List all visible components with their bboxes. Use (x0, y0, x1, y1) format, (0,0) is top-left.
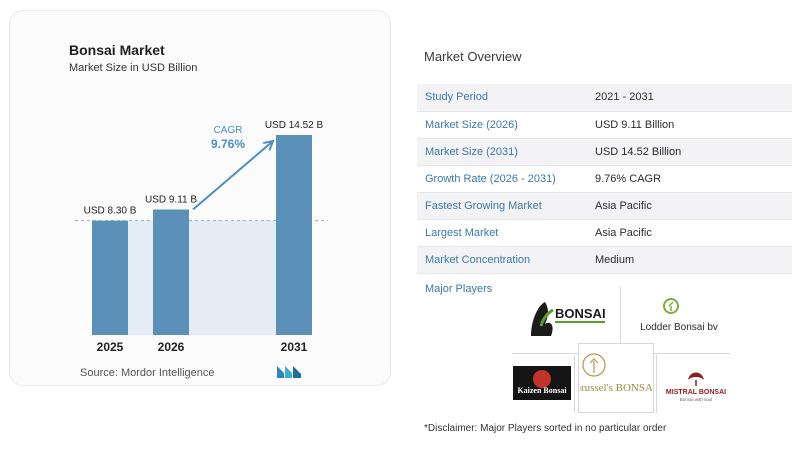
svg-text:brussel's BONSAI: brussel's BONSAI (580, 382, 652, 394)
lodder-bonsai-logo: Lodder Bonsai bv (628, 289, 730, 347)
overview-row: Market Concentration Medium (417, 246, 792, 274)
svg-text:MISTRAL BONSAI: MISTRAL BONSAI (666, 389, 726, 396)
overview-row: Market Size (2026) USD 9.11 Billion (417, 111, 792, 139)
bar-2026 (153, 209, 189, 335)
overview-row: Growth Rate (2026 - 2031) 9.76% CAGR (417, 165, 792, 193)
overview-row-label: Market Concentration (417, 246, 587, 274)
market-overview-table: Study Period 2021 - 2031 Market Size (2026… (417, 84, 792, 274)
overview-row-value: 9.76% CAGR (587, 165, 792, 193)
x-tick-label: 2026 (158, 340, 185, 354)
cagr-label: CAGR (214, 125, 243, 136)
brussels-bonsai-logo: brussel's BONSAI (578, 343, 654, 413)
overview-row-value: Medium (587, 246, 792, 274)
x-tick-label: 2025 (97, 340, 124, 354)
svg-text:BONSAI NETWORK: BONSAI NETWORK (555, 306, 607, 321)
overview-row-value: Asia Pacific (587, 219, 792, 247)
svg-text:Kaizen Bonsai: Kaizen Bonsai (517, 386, 567, 395)
bonsai-network-logo: BONSAI NETWORK (522, 289, 612, 347)
bar-2025 (92, 220, 128, 335)
mordor-logo-icon (277, 366, 301, 378)
bar-value-label: USD 8.30 B (84, 206, 137, 217)
overview-row-label: Fastest Growing Market (417, 192, 587, 220)
cagr-arrow-line (192, 140, 274, 211)
chart-title: Bonsai Market (69, 42, 165, 58)
mistral-bonsai-logo: MISTRAL BONSAI Bonsai with soul (660, 365, 732, 405)
overview-row-value: Asia Pacific (587, 192, 792, 220)
overview-row: Study Period 2021 - 2031 (417, 84, 792, 112)
svg-text:Bonsai with soul: Bonsai with soul (680, 397, 713, 402)
overview-row-value: USD 9.11 Billion (587, 111, 792, 139)
source-note: Source: Mordor Intelligence (80, 367, 215, 379)
overview-row-label: Growth Rate (2026 - 2031) (417, 165, 587, 193)
chart-subtitle: Market Size in USD Billion (69, 62, 198, 74)
market-overview-title: Market Overview (424, 49, 522, 64)
overview-row-value: 2021 - 2031 (587, 84, 792, 112)
cagr-value: 9.76% (211, 137, 245, 151)
svg-text:Lodder Bonsai bv: Lodder Bonsai bv (640, 322, 718, 333)
overview-row: Largest Market Asia Pacific (417, 219, 792, 247)
overview-row: Market Size (2031) USD 14.52 Billion (417, 138, 792, 166)
major-players-logos: BONSAI NETWORK Lodder Bonsai bv Kaizen B… (510, 283, 732, 415)
major-players-label: Major Players (425, 283, 493, 295)
bar-value-label: USD 9.11 B (145, 195, 197, 206)
overview-row: Fastest Growing Market Asia Pacific (417, 192, 792, 220)
bar-value-label: USD 14.52 B (265, 120, 324, 131)
kaizen-bonsai-logo: Kaizen Bonsai (512, 365, 572, 401)
overview-row-label: Market Size (2026) (417, 111, 587, 139)
overview-row-label: Market Size (2031) (417, 138, 587, 166)
disclaimer-note: *Disclaimer: Major Players sorted in no … (424, 423, 667, 434)
x-tick-label: 2031 (281, 340, 308, 354)
cagr-arrow-head (263, 139, 275, 151)
bar-chart: USD 8.30 B 2025 USD 9.11 B 2026 USD 14.52 B 2… (75, 120, 328, 354)
overview-row-label: Study Period (417, 84, 587, 112)
overview-row-label: Largest Market (417, 219, 587, 247)
overview-row-value: USD 14.52 Billion (587, 138, 792, 166)
bar-2031 (276, 135, 312, 335)
